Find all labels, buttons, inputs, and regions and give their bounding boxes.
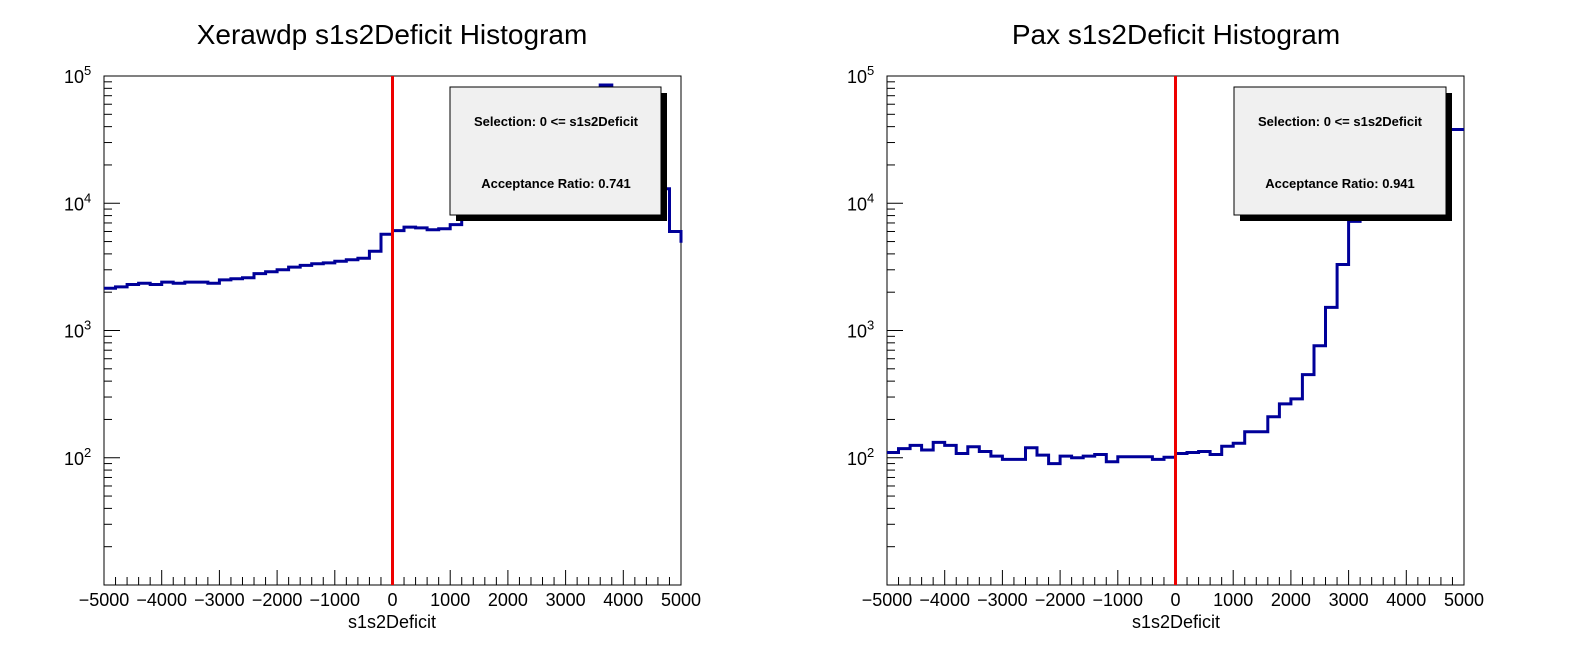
- y-tick-label: 104: [847, 190, 874, 214]
- y-tick-label: 102: [64, 445, 91, 469]
- x-axis-labels: −5000 −4000 −3000 −2000 −1000 0 1000 2000 3000 40…: [79, 590, 701, 610]
- stats-box: Selection: 0 <= s1s2Deficit Acceptance R…: [449, 86, 667, 221]
- histogram-series: [887, 128, 1464, 466]
- y-tick-label: 102: [847, 445, 874, 469]
- x-tick-label: 4000: [1386, 590, 1426, 610]
- x-tick-label: 3000: [1329, 590, 1369, 610]
- axis-ticks: [886, 75, 1465, 586]
- y-axis-labels: 102 103 104 105: [847, 63, 874, 469]
- chart-title: Xerawdp s1s2Deficit Histogram: [197, 19, 588, 50]
- chart-pax: Pax s1s2Deficit Histogram 102 103 104 105 −…: [847, 19, 1484, 632]
- chart-xerawdp: Xerawdp s1s2Deficit Histogram 1021031041…: [64, 19, 701, 632]
- x-tick-label: 1000: [1213, 590, 1253, 610]
- y-tick-label: 103: [847, 318, 874, 342]
- selection-label: Selection: 0 <= s1s2Deficit: [1258, 114, 1423, 129]
- x-tick-label: 5000: [1444, 590, 1484, 610]
- x-tick-label: −2000: [1035, 590, 1086, 610]
- y-tick-label: 105: [64, 63, 91, 87]
- x-axis-labels: −5000 −4000 −3000 −2000 −1000 0 1000 2000 3000 40…: [862, 590, 1484, 610]
- y-tick-label: 103: [64, 318, 91, 342]
- x-tick-label: −3000: [194, 590, 245, 610]
- x-tick-label: 0: [387, 590, 397, 610]
- x-axis-title: s1s2Deficit: [348, 612, 436, 632]
- x-tick-label: −1000: [310, 590, 361, 610]
- x-tick-label: 2000: [488, 590, 528, 610]
- acceptance-ratio-label: Acceptance Ratio: 0.941: [1265, 176, 1415, 191]
- x-tick-label: 4000: [603, 590, 643, 610]
- y-tick-label: 104: [64, 190, 91, 214]
- x-tick-label: 5000: [661, 590, 701, 610]
- x-tick-label: −1000: [1093, 590, 1144, 610]
- axis-ticks: [103, 75, 682, 586]
- stats-box: Selection: 0 <= s1s2Deficit Acceptance R…: [1233, 86, 1452, 221]
- x-tick-label: −4000: [136, 590, 187, 610]
- x-tick-label: 2000: [1271, 590, 1311, 610]
- acceptance-ratio-label: Acceptance Ratio: 0.741: [481, 176, 631, 191]
- x-tick-label: −3000: [977, 590, 1028, 610]
- x-tick-label: −4000: [919, 590, 970, 610]
- x-axis-title: s1s2Deficit: [1132, 612, 1220, 632]
- selection-label: Selection: 0 <= s1s2Deficit: [474, 114, 639, 129]
- x-tick-label: −5000: [862, 590, 913, 610]
- y-tick-label: 105: [847, 63, 874, 87]
- x-tick-label: 3000: [546, 590, 586, 610]
- x-tick-label: 1000: [430, 590, 470, 610]
- y-axis-labels: 102 103 104 105: [64, 63, 91, 469]
- chart-title: Pax s1s2Deficit Histogram: [1012, 19, 1340, 50]
- x-tick-label: −2000: [252, 590, 303, 610]
- x-tick-label: 0: [1170, 590, 1180, 610]
- x-tick-label: −5000: [79, 590, 130, 610]
